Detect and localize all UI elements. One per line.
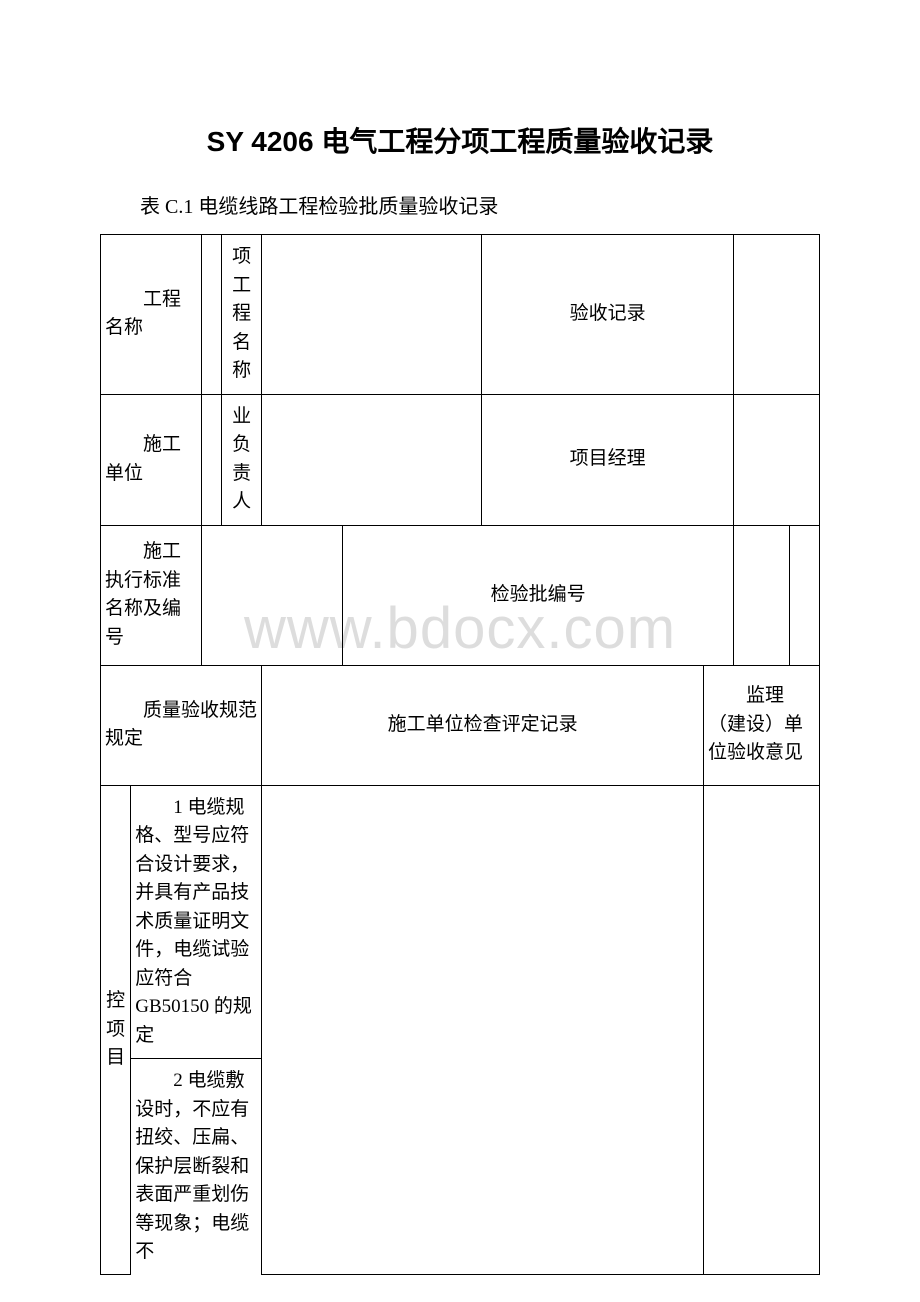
label-control-item: 控项目 <box>101 785 131 1275</box>
label-project-name: 工程名称 <box>105 286 197 343</box>
cell-blank <box>789 525 819 665</box>
cell-blank <box>201 394 221 525</box>
label-standard-name: 施工执行标准名称及编号 <box>105 538 197 652</box>
label-acceptance-record: 验收记录 <box>482 235 734 395</box>
cell-blank <box>262 394 482 525</box>
row-construction-unit: 施工单位 业负责人 项目经理 <box>101 394 820 525</box>
label-quality-spec: 质量验收规范规定 <box>105 697 257 754</box>
label-project-manager: 项目经理 <box>482 394 734 525</box>
acceptance-table: 工程名称 项工程名称 验收记录 施工单位 业负责人 项目经理 施工执行标准名称及… <box>100 234 820 1275</box>
label-construction-check: 施工单位检查评定记录 <box>262 665 704 785</box>
table-caption: 表 C.1 电缆线路工程检验批质量验收记录 <box>100 190 820 219</box>
row-headers: 质量验收规范规定 施工单位检查评定记录 监理（建设）单位验收意见 <box>101 665 820 785</box>
item-1-text: 1 电缆规格、型号应符合设计要求，并具有产品技术质量证明文件，电缆试验应符合 G… <box>135 794 257 1051</box>
page-title: SY 4206 电气工程分项工程质量验收记录 <box>100 120 820 160</box>
label-construction-unit: 施工单位 <box>105 431 197 488</box>
cell-blank <box>734 235 820 395</box>
cell-blank <box>734 525 789 665</box>
row-project-name: 工程名称 项工程名称 验收记录 <box>101 235 820 395</box>
cell-blank <box>262 235 482 395</box>
cell-blank <box>703 785 819 1275</box>
cell-blank <box>201 235 221 395</box>
cell-blank <box>734 394 820 525</box>
cell-blank <box>201 525 342 665</box>
row-standard: 施工执行标准名称及编号 检验批编号 <box>101 525 820 665</box>
label-sub-project: 项工程名称 <box>222 235 262 395</box>
item-2-text: 2 电缆敷设时，不应有扭绞、压扁、保护层断裂和表面严重划伤等现象；电缆不 <box>135 1067 257 1267</box>
cell-blank <box>262 785 704 1275</box>
row-item-1: 控项目 1 电缆规格、型号应符合设计要求，并具有产品技术质量证明文件，电缆试验应… <box>101 785 820 1059</box>
label-batch-number: 检验批编号 <box>342 525 733 665</box>
label-supervision-opinion: 监理（建设）单位验收意见 <box>708 682 815 768</box>
label-owner-person: 业负责人 <box>222 394 262 525</box>
